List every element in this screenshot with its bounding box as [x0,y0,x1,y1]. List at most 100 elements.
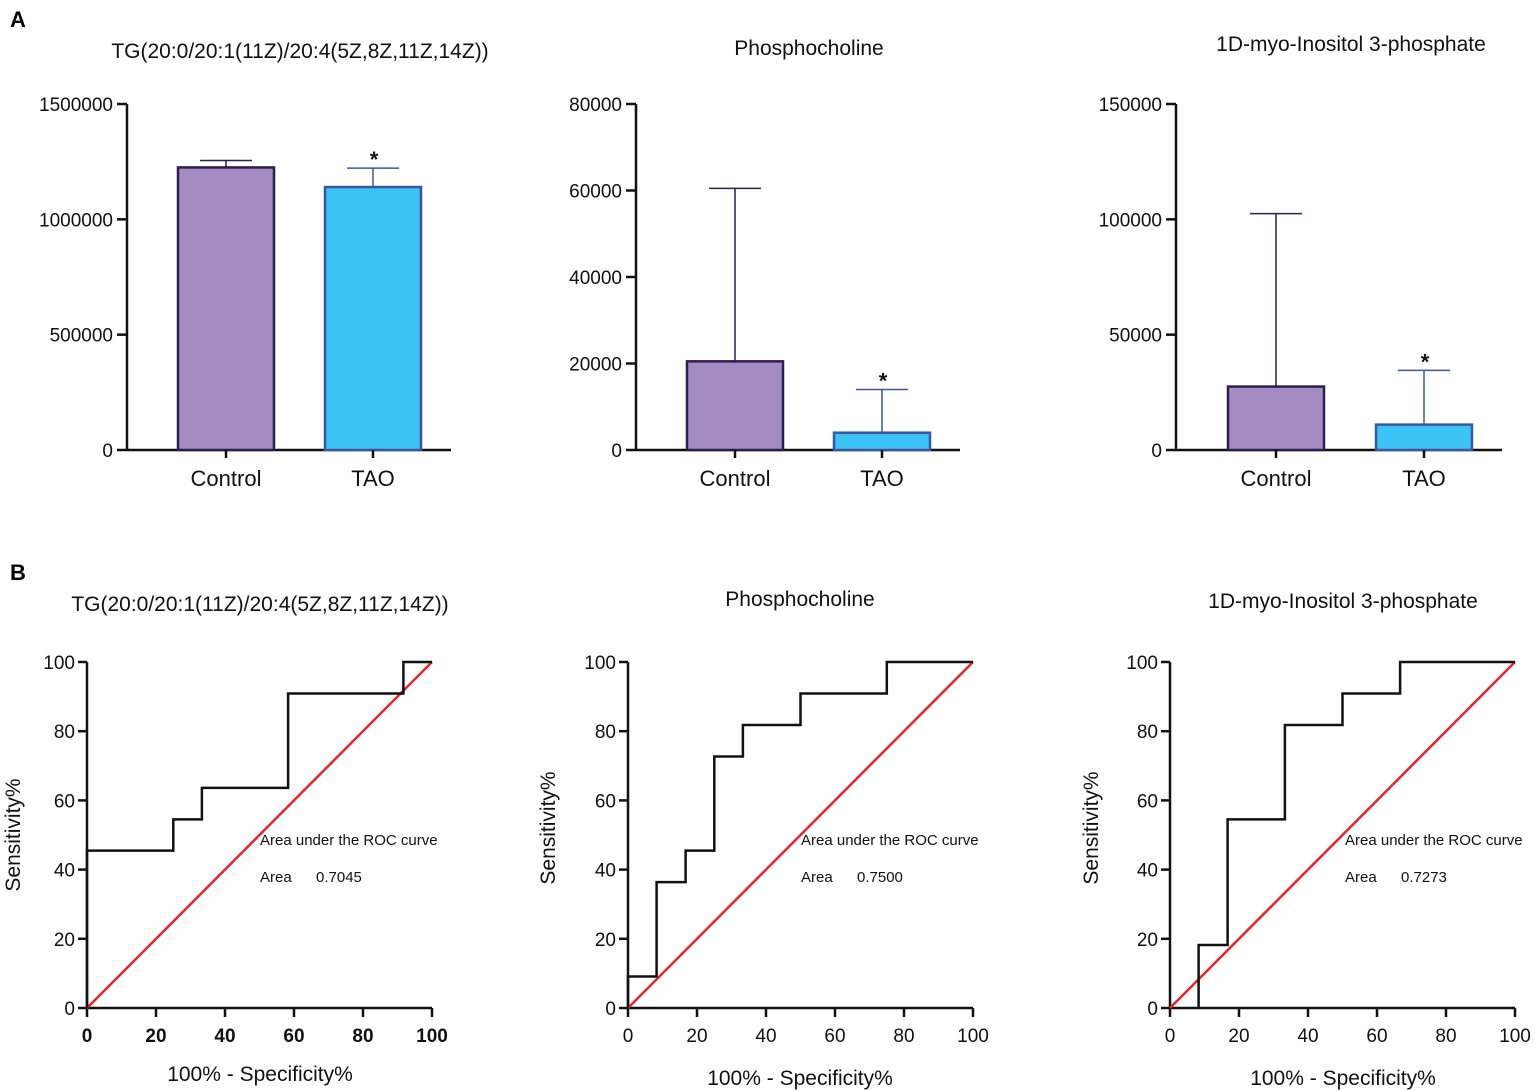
auc-annotation-title: Area under the ROC curve [801,832,979,849]
y-tick-label: 500000 [50,326,113,347]
y-tick-label: 80000 [569,95,622,116]
reference-line [627,661,974,1009]
y-tick-label: 20 [54,930,75,951]
x-tick-label: 60 [283,1026,304,1047]
x-tick-label: 40 [755,1026,776,1047]
x-tick-label: 20 [686,1026,707,1047]
x-tick-label: 0 [1165,1026,1176,1047]
roc-curve [85,660,432,1008]
y-tick-label: 60000 [569,182,622,203]
y-tick-label: 60 [1137,791,1158,812]
y-tick-label: 0 [102,441,113,462]
y-tick-label: 100 [43,653,75,674]
x-tick-label: 100 [957,1026,989,1047]
y-axis-label: Sensitivity% [1080,771,1103,884]
reference-line [86,661,433,1009]
x-tick-label: 20 [145,1026,166,1047]
x-tick-label: 60 [1366,1026,1387,1047]
reference-line [1169,661,1516,1009]
y-tick-label: 80 [595,722,616,743]
y-tick-label: 40000 [569,268,622,289]
x-tick-label: Control [700,466,771,491]
x-tick-label: 0 [82,1026,93,1047]
auc-annotation-title: Area under the ROC curve [260,832,438,849]
x-tick-label: 80 [1435,1026,1456,1047]
x-axis-label: 100% - Specificity% [167,1063,353,1086]
bar-control [685,360,785,452]
roc-chart-title: 1D-myo-Inositol 3-phosphate [1208,590,1478,613]
auc-annotation-title: Area under the ROC curve [1345,832,1523,849]
y-tick-label: 40 [54,861,75,882]
y-tick-label: 100 [1126,653,1158,674]
bar-chart-title: TG(20:0/20:1(11Z)/20:4(5Z,8Z,11Z,14Z)) [111,40,488,63]
y-tick-label: 1500000 [39,95,113,116]
panel-label-a: A [10,7,26,32]
y-tick-label: 0 [1151,441,1162,462]
x-tick-label: 80 [352,1026,373,1047]
roc-curve [626,660,973,1008]
auc-area-label: Area [1345,869,1377,886]
significance-marker: * [370,147,379,172]
x-axis-label: 100% - Specificity% [1250,1067,1436,1090]
x-tick-label: 20 [1228,1026,1249,1047]
y-tick-label: 60 [54,791,75,812]
y-tick-label: 60 [595,791,616,812]
bar-chart-3: 1D-myo-Inositol 3-phosphate 0 50000 100000 1… [1099,33,1502,491]
x-tick-label: Control [1241,466,1312,491]
x-tick-label: 0 [623,1026,634,1047]
bar-chart-2: Phosphocholine 0 20000 40000 60000 80000 Contr… [569,37,960,491]
y-tick-label: 0 [605,999,616,1020]
roc-chart-title: TG(20:0/20:1(11Z)/20:4(5Z,8Z,11Z,14Z)) [71,593,448,616]
bar-chart-title: 1D-myo-Inositol 3-phosphate [1216,33,1486,56]
y-tick-label: 1000000 [39,210,113,231]
y-tick-label: 40 [1137,861,1158,882]
bar-chart-1: TG(20:0/20:1(11Z)/20:4(5Z,8Z,11Z,14Z)) 0 5… [39,40,489,491]
y-tick-label: 40 [595,861,616,882]
x-tick-label: TAO [860,466,904,491]
y-tick-label: 20 [1137,930,1158,951]
roc-chart-3: 1D-myo-Inositol 3-phosphate 00 20 20 40 40 60 6… [1080,590,1531,1090]
y-tick-label: 20 [595,930,616,951]
panel-label-b: B [10,560,26,585]
y-tick-label: 150000 [1099,95,1162,116]
y-tick-label: 50000 [1109,326,1162,347]
y-tick-label: 80 [54,722,75,743]
roc-chart-title: Phosphocholine [725,588,874,611]
y-tick-label: 80 [1137,722,1158,743]
bar-control [176,166,276,452]
roc-chart-1: TG(20:0/20:1(11Z)/20:4(5Z,8Z,11Z,14Z))00… [2,593,449,1086]
auc-area-label: Area [260,869,292,886]
y-tick-label: 0 [1147,999,1158,1020]
x-axis-label: 100% - Specificity% [707,1067,893,1090]
auc-area-value: 0.7273 [1401,869,1447,886]
auc-area-label: Area [801,869,833,886]
y-tick-label: 0 [611,441,622,462]
roc-curve [1197,660,1515,1008]
x-tick-label: 100 [1499,1026,1531,1047]
charts: TG(20:0/20:1(11Z)/20:4(5Z,8Z,11Z,14Z)) 0 5… [2,33,1531,1090]
y-axis-label: Sensitivity% [2,778,25,891]
x-tick-label: 40 [214,1026,235,1047]
x-tick-label: 80 [893,1026,914,1047]
y-axis-label: Sensitivity% [537,771,560,884]
x-tick-label: 40 [1297,1026,1318,1047]
auc-area-value: 0.7045 [316,869,362,886]
bar-tao [323,185,423,452]
bar-tao [832,431,932,452]
significance-marker: * [1421,349,1430,374]
y-tick-label: 0 [64,999,75,1020]
x-tick-label: TAO [1402,466,1446,491]
bar-tao [1374,423,1474,452]
x-tick-label: 60 [824,1026,845,1047]
significance-marker: * [879,368,888,393]
auc-area-value: 0.7500 [857,869,903,886]
y-tick-label: 20000 [569,355,622,376]
x-tick-label: Control [191,466,262,491]
y-tick-label: 100 [584,653,616,674]
x-tick-label: 100 [416,1026,448,1047]
bar-control [1226,385,1326,452]
y-tick-label: 100000 [1099,210,1162,231]
roc-chart-2: Phosphocholine 00 20 20 40 40 60 60 80 80 100 100 10… [537,588,989,1090]
x-tick-label: TAO [351,466,395,491]
